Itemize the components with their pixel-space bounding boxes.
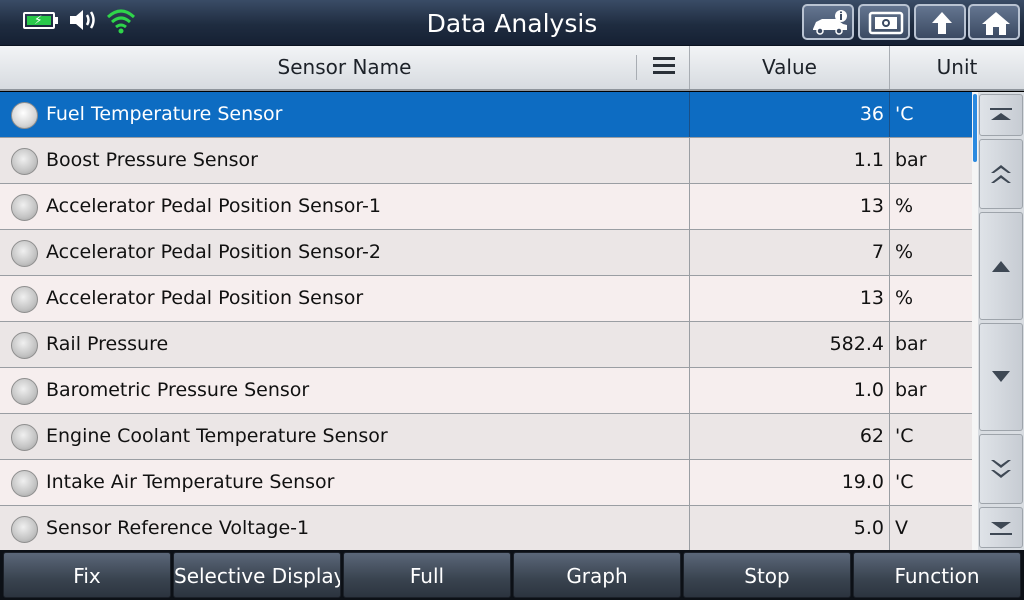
header-separator [636,55,637,80]
column-divider [889,46,890,89]
home-button[interactable] [968,4,1020,40]
column-header-sensor-name[interactable]: Sensor Name [277,55,412,79]
column-header-value: Value [762,55,817,79]
radio-button[interactable] [11,470,38,497]
double-chevron-up-icon [991,165,1011,183]
sensor-unit: bar [895,149,927,171]
table-header: Sensor Name Value Unit [0,46,1024,91]
sensor-value: 7 [871,241,884,263]
table-row[interactable]: Boost Pressure Sensor 1.1 bar [0,138,972,184]
sensor-name: Fuel Temperature Sensor [46,103,283,125]
sensor-value: 19.0 [841,471,884,493]
scroll-up-button[interactable] [979,212,1023,320]
page-title: Data Analysis [426,9,598,38]
sensor-unit: % [895,241,914,263]
sensor-value: 13 [859,195,884,217]
title-bar: ⚡ Data Analysis [0,0,1024,46]
table-row[interactable]: Intake Air Temperature Sensor 19.0 'C [0,460,972,506]
home-icon [982,12,1010,35]
vehicle-info-icon [813,10,847,35]
double-chevron-down-icon [991,460,1011,478]
sensor-list: Fuel Temperature Sensor 36 'C Boost Pres… [0,92,972,550]
fix-button[interactable]: Fix [3,552,171,598]
page-up-button[interactable] [979,139,1023,209]
radio-button[interactable] [11,286,38,313]
scroll-down-button[interactable] [979,323,1023,431]
scroll-top-button[interactable] [979,94,1023,136]
table-row[interactable]: Accelerator Pedal Position Sensor-2 7 % [0,230,972,276]
sensor-value: 1.1 [853,149,884,171]
page-down-button[interactable] [979,434,1023,504]
sensor-unit: % [895,287,914,309]
sensor-unit: 'C [895,425,914,447]
sensor-unit: 'C [895,471,914,493]
sensor-name: Accelerator Pedal Position Sensor-2 [46,241,381,263]
sensor-name: Boost Pressure Sensor [46,149,258,171]
function-button[interactable]: Function [853,552,1021,598]
column-header-unit: Unit [936,55,978,79]
wifi-icon [106,8,136,34]
radio-button[interactable] [11,240,38,267]
sensor-unit: V [895,517,908,539]
sensor-value: 62 [859,425,884,447]
bottom-toolbar: Fix Selective Display Full Graph Stop Fu… [0,550,1024,600]
radio-button[interactable] [11,332,38,359]
sensor-name: Intake Air Temperature Sensor [46,471,335,493]
scroll-controls [978,92,1024,550]
radio-button[interactable] [11,194,38,221]
scrollbar[interactable] [972,92,978,550]
sensor-name: Rail Pressure [46,333,169,355]
sensor-unit: 'C [895,103,914,125]
menu-icon[interactable] [653,57,675,77]
table-row[interactable]: Rail Pressure 582.4 bar [0,322,972,368]
table-row[interactable]: Engine Coolant Temperature Sensor 62 'C [0,414,972,460]
table-row[interactable]: Sensor Reference Voltage-1 5.0 V [0,506,972,550]
table-row[interactable]: Accelerator Pedal Position Sensor 13 % [0,276,972,322]
vehicle-info-button[interactable] [802,4,854,40]
radio-button[interactable] [11,424,38,451]
sensor-name: Engine Coolant Temperature Sensor [46,425,388,447]
sensor-name: Barometric Pressure Sensor [46,379,310,401]
full-button[interactable]: Full [343,552,511,598]
column-divider [689,46,690,89]
table-row[interactable]: Barometric Pressure Sensor 1.0 bar [0,368,972,414]
scrollbar-thumb[interactable] [973,94,977,162]
table-row[interactable]: Fuel Temperature Sensor 36 'C [0,92,972,138]
screenshot-button[interactable] [858,4,910,40]
stop-button[interactable]: Stop [683,552,851,598]
sensor-name: Sensor Reference Voltage-1 [46,517,310,539]
graph-button[interactable]: Graph [513,552,681,598]
battery-charging-icon: ⚡ [23,12,58,29]
sensor-value: 1.0 [853,379,884,401]
back-arrow-icon [932,12,952,34]
sensor-value: 36 [859,103,884,125]
triangle-down-icon [992,371,1010,382]
scroll-top-icon [990,108,1012,120]
sensor-name: Accelerator Pedal Position Sensor-1 [46,195,381,217]
triangle-up-icon [992,261,1010,272]
radio-button[interactable] [11,516,38,543]
speaker-icon[interactable] [68,8,98,32]
radio-button[interactable] [11,378,38,405]
back-button[interactable] [914,4,966,40]
sensor-unit: % [895,195,914,217]
sensor-value: 13 [859,287,884,309]
sensor-value: 5.0 [853,517,884,539]
radio-button[interactable] [11,148,38,175]
sensor-name: Accelerator Pedal Position Sensor [46,287,364,309]
sensor-unit: bar [895,379,927,401]
radio-button[interactable] [11,102,38,129]
table-row[interactable]: Accelerator Pedal Position Sensor-1 13 % [0,184,972,230]
sensor-unit: bar [895,333,927,355]
screenshot-icon [868,11,904,35]
selective-display-button[interactable]: Selective Display [173,552,341,598]
scroll-bottom-button[interactable] [979,507,1023,548]
scroll-bottom-icon [990,521,1012,535]
sensor-value: 582.4 [829,333,884,355]
